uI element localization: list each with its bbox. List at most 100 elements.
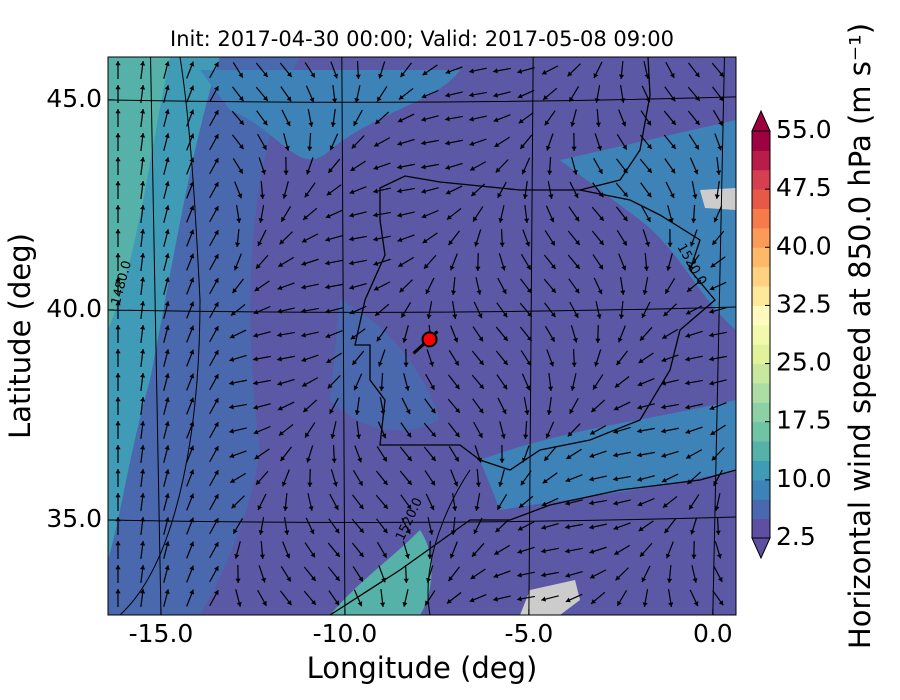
wind-arrow-head — [449, 265, 455, 271]
wind-arrow-head — [140, 61, 146, 66]
wind-arrow-head — [277, 285, 283, 291]
wind-arrow-head — [471, 551, 477, 557]
wind-arrow-head — [115, 349, 121, 354]
wind-arrow-head — [230, 310, 236, 316]
wind-arrow-head — [712, 239, 717, 245]
wind-arrow-head — [421, 213, 427, 219]
wind-arrow-head — [164, 589, 170, 595]
wind-arrow-head — [617, 600, 622, 606]
wind-arrow-head — [301, 284, 306, 290]
grid-line — [528, 56, 534, 616]
wind-arrow-head — [477, 313, 483, 319]
wind-arrow-head — [279, 239, 285, 245]
wind-arrow-head — [445, 69, 451, 75]
wind-arrow-head — [495, 167, 501, 173]
wind-arrow-head — [353, 120, 359, 126]
y-axis-label: Latitude (deg) — [3, 233, 37, 439]
wind-arrow-head — [280, 456, 286, 462]
wind-arrow-head — [232, 288, 238, 294]
wind-arrow-head — [643, 266, 649, 271]
colorbar-band — [752, 169, 770, 190]
wind-arrow-head — [446, 214, 452, 220]
wind-arrow-head — [115, 157, 121, 162]
wind-arrow-head — [690, 529, 696, 535]
colorbar-tick-label: 17.5 — [776, 406, 832, 435]
colorbar-tick-label: 25.0 — [776, 348, 832, 377]
wind-arrow-head — [446, 598, 452, 604]
coastline — [579, 57, 651, 191]
wind-arrow-head — [429, 361, 434, 367]
wind-arrow-head — [571, 362, 577, 367]
wind-arrow-head — [524, 218, 530, 223]
wind-arrow-head — [237, 193, 243, 199]
wind-arrow-head — [327, 383, 333, 389]
wind-arrow-head — [350, 166, 356, 171]
wind-arrow-head — [645, 241, 650, 247]
wind-arrow-head — [686, 454, 692, 459]
wind-arrow-head — [399, 287, 405, 293]
x-tick-label: -15.0 — [129, 619, 194, 648]
wind-arrow-head — [214, 254, 219, 260]
wind-arrow-head — [493, 68, 498, 74]
wind-arrow-head — [164, 181, 170, 187]
wind-arrow-head — [430, 480, 436, 486]
wind-arrow-head — [325, 260, 330, 266]
wind-arrow-head — [449, 553, 455, 559]
wind-arrow-head — [381, 433, 387, 439]
wind-arrow-head — [214, 158, 219, 164]
colorbar-band — [752, 324, 770, 345]
wind-arrow-head — [254, 454, 260, 460]
wind-arrow-head — [303, 407, 309, 413]
wind-arrow-head — [589, 548, 595, 554]
wind-arrow-head — [618, 74, 625, 79]
wind-arrow-head — [382, 456, 387, 462]
wind-arrow-head — [689, 504, 694, 510]
wind-arrow-head — [253, 380, 258, 386]
wind-arrow-head — [164, 493, 170, 499]
wind-arrow-head — [331, 458, 337, 463]
wind-arrow-head — [666, 578, 673, 583]
wind-arrow-head — [140, 301, 146, 306]
wind-arrow-head — [426, 577, 432, 583]
colorbar-band — [752, 402, 770, 423]
wind-arrow-head — [520, 480, 526, 486]
wind-arrow-head — [115, 373, 121, 378]
wind-arrow-head — [189, 85, 195, 91]
wind-arrow-head — [398, 262, 404, 267]
x-axis-label: Longitude (deg) — [307, 651, 538, 685]
wind-arrow-head — [453, 337, 459, 343]
wind-arrow-head — [164, 301, 170, 307]
wind-arrow-head — [421, 116, 427, 122]
wind-arrow-head — [397, 117, 403, 123]
wind-arrow-head — [647, 167, 652, 173]
wind-arrow-head — [597, 145, 602, 151]
wind-arrow-head — [475, 266, 481, 271]
wind-arrow-head — [286, 576, 291, 582]
wind-arrow-head — [115, 589, 121, 594]
wind-arrow-head — [565, 548, 570, 554]
wind-arrow-head — [494, 550, 500, 555]
wind-arrow-head — [189, 493, 195, 499]
wind-arrow-head — [277, 380, 283, 386]
wind-arrow-head — [277, 405, 283, 411]
wind-arrow-head — [543, 95, 549, 100]
wind-arrow-head — [115, 61, 121, 66]
wind-arrow-head — [380, 602, 386, 607]
wind-arrow-head — [421, 188, 427, 194]
wind-arrow-head — [719, 71, 724, 77]
wind-arrow-head — [301, 332, 306, 338]
wind-arrow-head — [452, 314, 458, 319]
wind-arrow-head — [714, 194, 720, 199]
wind-arrow-head — [518, 525, 523, 531]
wind-arrow-head — [325, 284, 330, 290]
wind-arrow-head — [238, 96, 244, 102]
wind-arrow-head — [234, 553, 240, 559]
wind-arrow-head — [479, 383, 484, 389]
wind-arrow-head — [500, 433, 506, 439]
wind-arrow-head — [694, 120, 700, 126]
wind-arrow-head — [140, 541, 146, 546]
wind-arrow-head — [214, 278, 219, 284]
wind-arrow-head — [189, 325, 195, 331]
wind-arrow-head — [164, 133, 170, 139]
wind-arrow-head — [497, 504, 502, 510]
